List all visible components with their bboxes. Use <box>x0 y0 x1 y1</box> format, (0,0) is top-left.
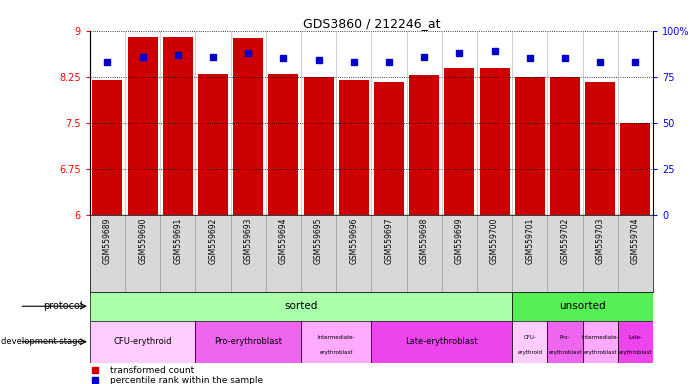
Bar <box>303 77 334 215</box>
Title: GDS3860 / 212246_at: GDS3860 / 212246_at <box>303 17 440 30</box>
Text: percentile rank within the sample: percentile rank within the sample <box>110 376 263 384</box>
Bar <box>269 74 299 215</box>
Text: CFU-erythroid: CFU-erythroid <box>113 337 172 346</box>
Text: GSM559701: GSM559701 <box>525 217 534 264</box>
Bar <box>93 81 122 215</box>
Bar <box>90 292 512 321</box>
Text: GSM559702: GSM559702 <box>560 217 569 264</box>
Bar <box>515 77 545 215</box>
Text: GSM559693: GSM559693 <box>244 217 253 264</box>
Bar <box>198 74 228 215</box>
Text: GSM559704: GSM559704 <box>631 217 640 264</box>
Bar <box>550 77 580 215</box>
Text: GSM559692: GSM559692 <box>209 217 218 264</box>
Bar <box>583 321 618 363</box>
Text: erythroblast: erythroblast <box>583 350 617 355</box>
Text: GSM559698: GSM559698 <box>419 217 428 264</box>
Text: erythroblast: erythroblast <box>618 350 652 355</box>
Text: GSM559694: GSM559694 <box>279 217 288 264</box>
Text: GSM559700: GSM559700 <box>490 217 499 264</box>
Text: Pro-erythroblast: Pro-erythroblast <box>214 337 282 346</box>
Bar <box>409 75 439 215</box>
Bar <box>512 292 653 321</box>
Text: GSM559703: GSM559703 <box>596 217 605 264</box>
Bar <box>618 321 653 363</box>
Text: sorted: sorted <box>284 301 318 311</box>
Bar <box>444 68 474 215</box>
Text: erythroblast: erythroblast <box>319 350 353 355</box>
Bar <box>621 123 650 215</box>
Text: GSM559695: GSM559695 <box>314 217 323 264</box>
Text: erythroid: erythroid <box>518 350 542 355</box>
Text: GSM559690: GSM559690 <box>138 217 147 264</box>
Text: Late-erythroblast: Late-erythroblast <box>406 337 478 346</box>
Text: Intermediate-: Intermediate- <box>317 335 355 340</box>
Text: GSM559691: GSM559691 <box>173 217 182 264</box>
Bar <box>128 37 158 215</box>
Bar <box>371 321 512 363</box>
Text: CFU-: CFU- <box>523 335 536 340</box>
Text: unsorted: unsorted <box>559 301 606 311</box>
Bar <box>234 38 263 215</box>
Bar <box>339 80 369 215</box>
Bar <box>480 68 509 215</box>
Text: Late-: Late- <box>628 335 643 340</box>
Text: development stage: development stage <box>1 337 83 346</box>
Bar <box>512 321 547 363</box>
Bar <box>163 37 193 215</box>
Bar <box>374 82 404 215</box>
Text: GSM559699: GSM559699 <box>455 217 464 264</box>
Bar <box>301 321 371 363</box>
Bar <box>585 82 615 215</box>
Text: transformed count: transformed count <box>110 366 193 375</box>
Text: GSM559697: GSM559697 <box>384 217 393 264</box>
Text: protocol: protocol <box>44 301 83 311</box>
Text: Intermediate-: Intermediate- <box>581 335 619 340</box>
Text: erythroblast: erythroblast <box>548 350 582 355</box>
Bar <box>547 321 583 363</box>
Bar <box>196 321 301 363</box>
Text: GSM559696: GSM559696 <box>350 217 359 264</box>
Text: GSM559689: GSM559689 <box>103 217 112 264</box>
Text: Pro-: Pro- <box>560 335 570 340</box>
Bar <box>90 321 196 363</box>
